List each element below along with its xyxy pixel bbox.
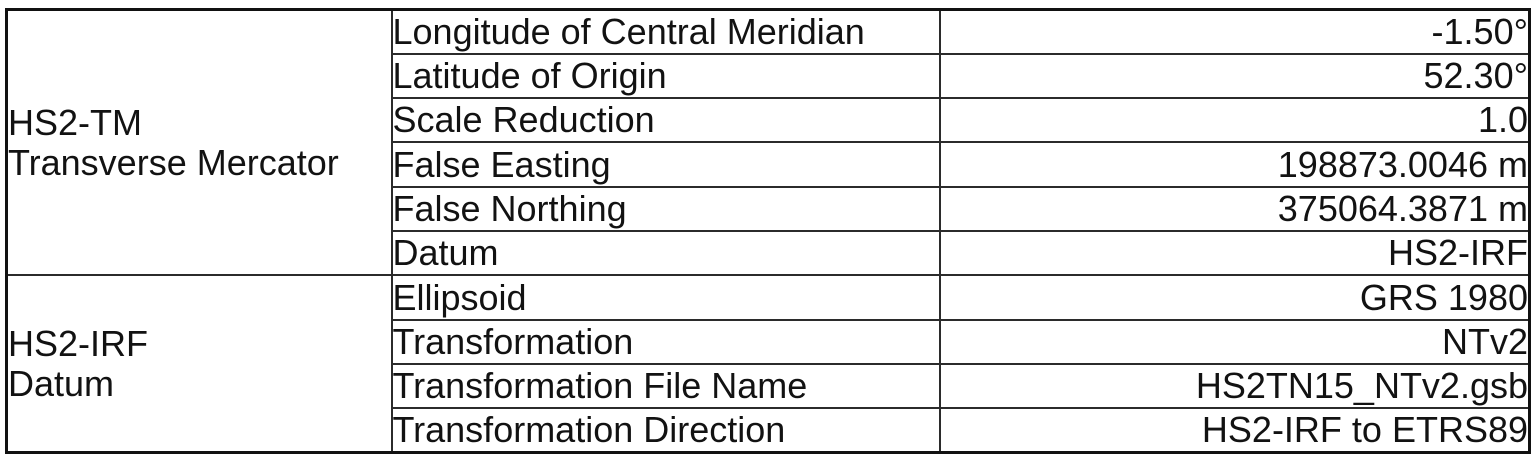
param-cell: False Easting	[390, 141, 941, 188]
coordinate-system-table: HS2-TM Transverse Mercator Longitude of …	[5, 8, 1531, 454]
value-cell: GRS 1980	[938, 274, 1531, 321]
param-cell: Transformation	[390, 318, 941, 365]
group-title: HS2-TM	[8, 102, 143, 144]
param-cell: Transformation File Name	[390, 362, 941, 410]
group-cell-hs2-tm: HS2-TM Transverse Mercator	[5, 8, 393, 277]
group-subtitle: Datum	[8, 362, 115, 404]
value-cell: 375064.3871 m	[938, 185, 1531, 232]
param-cell: Transformation Direction	[390, 407, 941, 454]
table-row: Transformation File Name HS2TN15_NTv2.gs…	[7, 362, 1531, 410]
table-row: False Easting 198873.0046 m	[7, 141, 1531, 188]
table-row: HS2-IRF Datum Ellipsoid GRS 1980	[5, 274, 1531, 454]
value-cell: NTv2	[938, 318, 1531, 365]
table-row: Transformation Direction HS2-IRF to ETRS…	[7, 407, 1531, 454]
group-title: HS2-IRF	[8, 323, 149, 365]
param-cell: Latitude of Origin	[390, 52, 941, 100]
value-cell: 1.0	[938, 97, 1531, 144]
value-cell: 52.30°	[938, 52, 1531, 100]
param-cell: Scale Reduction	[390, 97, 941, 144]
group-cell-hs2-irf: HS2-IRF Datum	[5, 274, 393, 454]
table-row: False Northing 375064.3871 m	[7, 185, 1531, 232]
table-row: Datum HS2-IRF	[7, 229, 1531, 277]
value-cell: HS2-IRF to ETRS89	[938, 407, 1531, 454]
param-cell: Datum	[390, 229, 941, 277]
value-cell: HS2TN15_NTv2.gsb	[938, 362, 1531, 410]
table-row: Latitude of Origin 52.30°	[7, 52, 1531, 100]
group-subtitle: Transverse Mercator	[8, 141, 339, 183]
param-cell: Ellipsoid	[390, 274, 941, 321]
param-cell: False Northing	[390, 185, 941, 232]
table-row: Scale Reduction 1.0	[7, 97, 1531, 144]
table-row: Transformation NTv2	[7, 318, 1531, 365]
table-row: HS2-TM Transverse Mercator Longitude of …	[5, 8, 1531, 277]
value-cell: 198873.0046 m	[938, 141, 1531, 188]
value-cell: -1.50°	[938, 8, 1531, 55]
param-cell: Longitude of Central Meridian	[390, 8, 941, 55]
value-cell: HS2-IRF	[938, 229, 1531, 277]
